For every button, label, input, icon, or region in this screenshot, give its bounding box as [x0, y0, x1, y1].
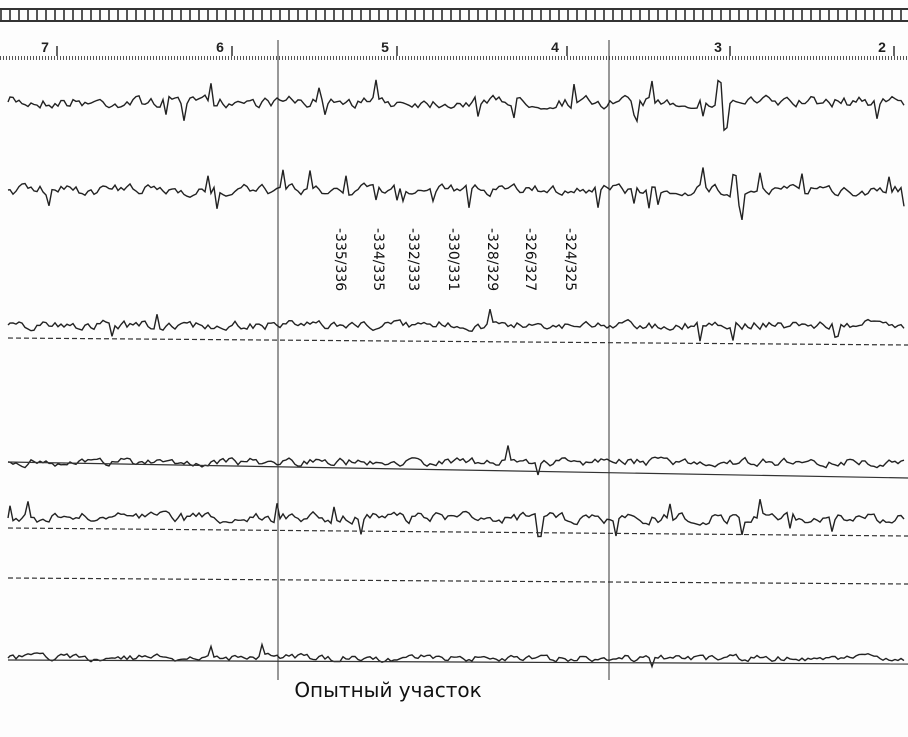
- marker-label: 2: [878, 39, 886, 55]
- point-label: -335/336: [332, 228, 348, 291]
- point-label: -330/331: [445, 228, 461, 291]
- point-label: -324/325: [562, 228, 578, 291]
- marker-label: 3: [714, 39, 722, 55]
- point-label: -328/329: [484, 228, 500, 291]
- caption: Опытный участок: [294, 678, 481, 702]
- point-label: -332/333: [405, 228, 421, 291]
- recording: Опытный участок 7 6 5 4 3 2 -335/336 -334/335 -3…: [0, 0, 908, 737]
- marker-label: 6: [216, 39, 224, 55]
- point-label: -326/327: [522, 228, 538, 291]
- point-label: -334/335: [370, 228, 386, 291]
- marker-label: 7: [41, 39, 49, 55]
- paper: [0, 0, 908, 737]
- marker-label: 5: [381, 39, 389, 55]
- page: {"header": {"markers": ["7", "6", "5", "…: [0, 0, 908, 737]
- marker-label: 4: [551, 39, 559, 55]
